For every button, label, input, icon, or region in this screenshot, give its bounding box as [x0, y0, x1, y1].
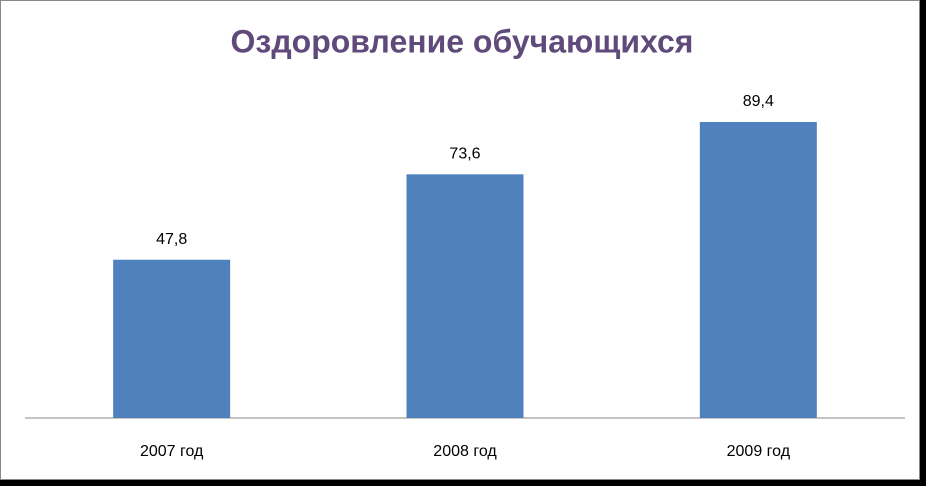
data-label: 47,8 [156, 231, 187, 248]
bar [113, 259, 231, 418]
bar [699, 122, 817, 418]
bar [406, 174, 524, 418]
data-label: 89,4 [743, 93, 774, 110]
x-tick-label: 2007 год [140, 443, 204, 460]
chart-title: Оздоровление обучающихся [231, 23, 694, 59]
x-tick-label: 2009 год [727, 443, 791, 460]
data-label: 73,6 [449, 146, 480, 163]
x-tick-label: 2008 год [433, 443, 497, 460]
